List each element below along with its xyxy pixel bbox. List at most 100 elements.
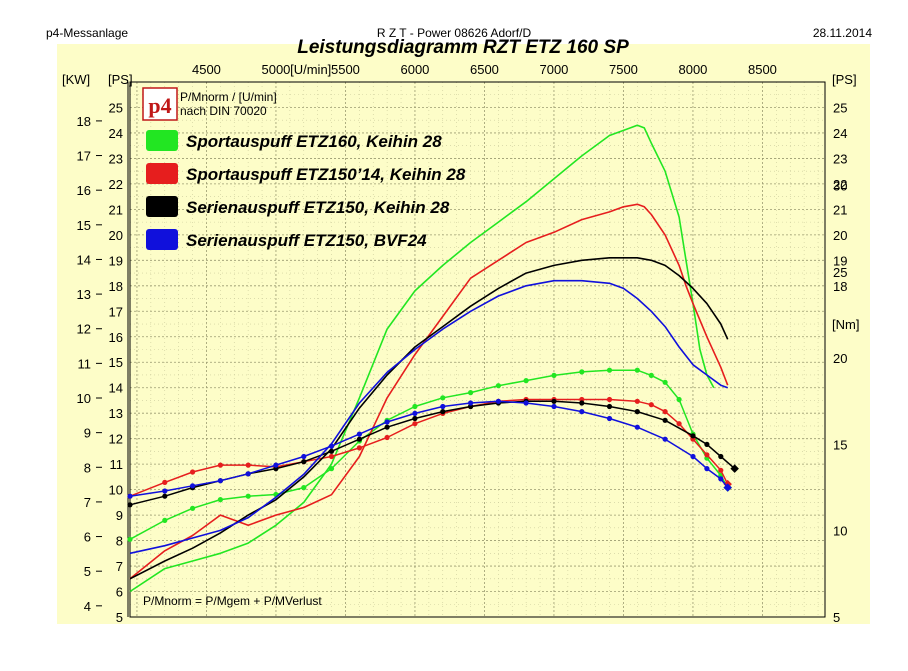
ps-tick-label-left: 18 [109, 279, 123, 294]
torque-point [690, 453, 696, 460]
chart-title: Leistungsdiagramm RZT ETZ 160 SP [297, 37, 629, 58]
torque-point [217, 462, 223, 468]
nm-axis-label: [Nm] [832, 317, 859, 332]
torque-point [217, 497, 223, 503]
torque-point [523, 400, 529, 406]
torque-point [676, 421, 682, 427]
ps-tick-label-right: 18 [833, 279, 847, 294]
torque-point [440, 403, 446, 410]
ps-tick-label-right: 19 [833, 253, 847, 268]
x-tick-label: 8000 [678, 62, 707, 77]
legend-swatch [146, 229, 178, 250]
app-title: p4-Messanlage [46, 26, 129, 40]
ps-tick-label-right: 25 [833, 100, 847, 115]
torque-point [412, 403, 418, 410]
torque-point [662, 409, 668, 415]
torque-point [634, 409, 640, 415]
kw-tick-label: 14 [77, 252, 91, 267]
kw-tick-label: 4 [84, 599, 91, 614]
nm-tick-label: 10 [833, 524, 847, 539]
torque-point [704, 466, 710, 472]
ps-tick-label-left: 11 [110, 457, 124, 472]
torque-point [127, 536, 133, 542]
torque-curve-line [129, 400, 729, 497]
torque-end-marker [723, 483, 732, 492]
legend-swatch [146, 163, 178, 184]
ps-tick-label-left: 13 [109, 406, 123, 421]
torque-point [551, 372, 557, 378]
ps-tick-label-left: 9 [116, 508, 123, 523]
torque-point [468, 390, 474, 396]
torque-point [384, 424, 390, 430]
nm-tick-label: 30 [833, 179, 847, 194]
torque-point [676, 396, 682, 403]
torque-point [384, 434, 390, 441]
torque-point [606, 367, 613, 373]
grid [130, 81, 825, 618]
ps-tick-label-left: 21 [109, 202, 123, 217]
torque-point [662, 417, 668, 423]
kw-tick-label: 12 [77, 322, 91, 337]
ps-tick-label-right: 23 [833, 151, 847, 166]
ps-tick-label-left: 22 [109, 177, 123, 192]
torque-point [328, 448, 335, 454]
torque-point [384, 419, 390, 425]
x-tick-label: 6000 [400, 62, 429, 77]
kw-tick-label: 6 [84, 530, 91, 545]
torque-point [328, 443, 335, 449]
torque-point [412, 410, 418, 416]
torque-point [412, 415, 418, 422]
torque-point [162, 488, 168, 494]
torque-point [190, 483, 196, 489]
ps-axis-label-right: [PS] [832, 72, 857, 87]
torque-point [551, 398, 557, 404]
ps-tick-label-left: 16 [109, 330, 123, 345]
kw-tick-label: 17 [77, 149, 91, 164]
ps-axis-label-left: [PS] [108, 72, 133, 87]
kw-tick-label: 9 [84, 426, 91, 441]
kw-tick-label: 11 [78, 356, 92, 371]
torque-point [579, 409, 585, 415]
ps-tick-label-left: 10 [109, 483, 123, 498]
nm-tick-label: 25 [833, 265, 847, 280]
torque-point [217, 478, 223, 484]
torque-point [634, 424, 640, 430]
logo-text: p4 [148, 93, 171, 118]
ps-tick-label-left: 15 [109, 355, 123, 370]
torque-point [356, 436, 362, 442]
torque-point [579, 369, 585, 375]
torque-point [634, 398, 640, 404]
torque-point [718, 453, 724, 460]
torque-point [356, 445, 362, 451]
ps-tick-label-left: 19 [109, 253, 123, 268]
ps-tick-label-left: 24 [109, 126, 123, 141]
x-tick-label: 6500 [470, 62, 499, 77]
kw-tick-label: 13 [77, 287, 91, 302]
torque-point [704, 441, 710, 447]
x-unit-label: [U/min] [290, 62, 331, 77]
nm-tick-label: 15 [833, 437, 847, 452]
torque-point [662, 436, 668, 442]
nm-tick-label: 20 [833, 351, 847, 366]
din-note: nach DIN 70020 [180, 104, 267, 118]
torque-point [440, 409, 446, 415]
kw-tick-label: 7 [84, 495, 91, 510]
legend-entry-label: Sportauspuff ETZ150’14, Keihin 28 [186, 165, 466, 184]
ps-tick-label-left: 7 [116, 559, 123, 574]
x-tick-label: 7500 [609, 62, 638, 77]
torque-point [648, 372, 654, 378]
torque-point [328, 453, 335, 460]
series-3 [127, 279, 732, 555]
torque-point [328, 466, 335, 472]
kw-axis-label: [KW] [62, 72, 90, 87]
ps-tick-label-left: 25 [109, 100, 123, 115]
ps-tick-label-right: 22 [833, 177, 847, 192]
axes: 4500 5000 5500 6000 6500 7000 7500 8000 8500 [U/m… [62, 62, 859, 625]
torque-point [495, 383, 501, 389]
torque-point [245, 462, 251, 468]
torque-point [648, 402, 654, 408]
ps-tick-label-right: 21 [833, 202, 847, 217]
ps-tick-label-left: 5 [116, 610, 123, 625]
torque-point [495, 398, 501, 404]
